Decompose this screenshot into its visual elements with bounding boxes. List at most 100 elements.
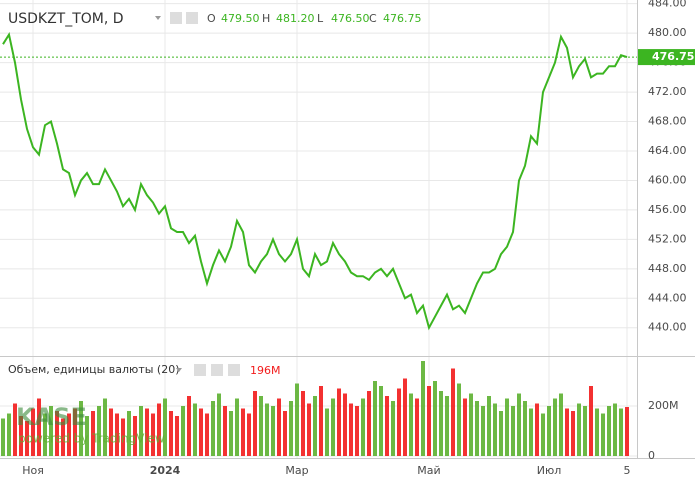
ohlc-value: 476.75 xyxy=(383,12,422,25)
dropdown[interactable] xyxy=(155,16,161,20)
y-tick-label: 472.00 xyxy=(648,85,687,98)
volume-bar xyxy=(85,416,89,456)
volume-bar xyxy=(499,411,503,456)
settings-icon[interactable] xyxy=(211,364,223,376)
volume-bar xyxy=(403,378,407,456)
volume-bar xyxy=(559,393,563,456)
volume-bar xyxy=(373,381,377,456)
volume-bar xyxy=(31,408,35,456)
volume-bar xyxy=(121,418,125,456)
volume-bar xyxy=(103,398,107,456)
volume-bar xyxy=(469,393,473,456)
volume-bar xyxy=(607,406,611,456)
volume-bar xyxy=(529,408,533,456)
volume-bar xyxy=(367,391,371,456)
volume-bar xyxy=(91,411,95,456)
volume-bar xyxy=(487,396,491,456)
volume-bar xyxy=(217,393,221,456)
volume-bar xyxy=(433,381,437,456)
volume-bar xyxy=(25,421,29,456)
y-tick-label: 468.00 xyxy=(648,115,687,128)
volume-bar xyxy=(313,396,317,456)
volume-bar xyxy=(151,413,155,456)
volume-bar xyxy=(565,408,569,456)
volume-bar xyxy=(493,403,497,456)
ohlc-name: L xyxy=(317,12,324,25)
price-line xyxy=(2,31,628,331)
volume-bar xyxy=(289,401,293,456)
volume-bar xyxy=(145,408,149,456)
symbol-title[interactable]: USDKZT_TOM, D xyxy=(8,11,124,27)
ohlc-name: C xyxy=(369,12,377,25)
y-tick-label: 448.00 xyxy=(648,262,687,275)
volume-bar xyxy=(625,407,629,456)
volume-bar xyxy=(19,416,23,456)
volume-bar xyxy=(211,401,215,456)
volume-bar xyxy=(199,408,203,456)
volume-bar xyxy=(271,406,275,456)
volume-bar xyxy=(229,411,233,456)
volume-bar xyxy=(55,411,59,456)
volume-bar xyxy=(415,398,419,456)
volume-bar xyxy=(73,408,77,456)
ohlc-value: 479.50 xyxy=(221,12,260,25)
last-price-label: 476.75 xyxy=(652,50,694,63)
volume-bar xyxy=(523,401,527,456)
volume-bar xyxy=(97,406,101,456)
close-icon[interactable] xyxy=(228,364,240,376)
volume-bar xyxy=(127,411,131,456)
volume-bar xyxy=(283,411,287,456)
volume-bar xyxy=(43,413,47,456)
y-tick-label: 452.00 xyxy=(648,232,687,245)
volume-bar xyxy=(139,406,143,456)
volume-bar xyxy=(169,411,173,456)
volume-bar xyxy=(379,386,383,456)
volume-bar xyxy=(583,406,587,456)
volume-bar xyxy=(349,403,353,456)
x-tick-label: 2024 xyxy=(150,464,181,477)
volume-bar xyxy=(133,416,137,456)
volume-bar xyxy=(187,396,191,456)
volume-bar xyxy=(517,393,521,456)
volume-bar xyxy=(451,368,455,456)
volume-bar xyxy=(541,413,545,456)
volume-bar xyxy=(79,401,83,456)
volume-bar xyxy=(421,361,425,456)
volume-bar xyxy=(457,383,461,456)
volume-bar xyxy=(505,398,509,456)
y-tick-label: 464.00 xyxy=(648,144,687,157)
dropdown[interactable] xyxy=(176,368,182,372)
volume-bar xyxy=(175,416,179,456)
watermark-logo: KASE xyxy=(16,403,87,431)
y-tick-label: 480.00 xyxy=(648,26,687,39)
x-tick-label: Май xyxy=(417,464,440,477)
volume-bar xyxy=(553,398,557,456)
grid xyxy=(0,0,637,458)
volume-bar xyxy=(235,398,239,456)
volume-bar xyxy=(325,408,329,456)
volume-bar xyxy=(571,411,575,456)
x-tick-label: Мар xyxy=(285,464,308,477)
volume-bar xyxy=(67,413,71,456)
volume-bar xyxy=(307,403,311,456)
settings-icon[interactable] xyxy=(186,12,198,24)
eye-icon[interactable] xyxy=(170,12,182,24)
y-tick-label: 460.00 xyxy=(648,173,687,186)
volume-title[interactable]: Объем, единицы валюты (20) xyxy=(8,363,180,376)
y-tick-label: 0 xyxy=(648,449,655,462)
volume-bar xyxy=(157,403,161,456)
volume-bar xyxy=(463,398,467,456)
volume-bar xyxy=(337,388,341,456)
volume-bar xyxy=(511,406,515,456)
eye-icon[interactable] xyxy=(194,364,206,376)
y-tick-label: 200M xyxy=(648,399,679,412)
volume-bar xyxy=(13,403,17,456)
volume-bar xyxy=(163,398,167,456)
volume-bar xyxy=(475,401,479,456)
volume-bar xyxy=(223,406,227,456)
volume-bar xyxy=(61,418,65,456)
volume-bar xyxy=(193,403,197,456)
volume-bar xyxy=(295,383,299,456)
